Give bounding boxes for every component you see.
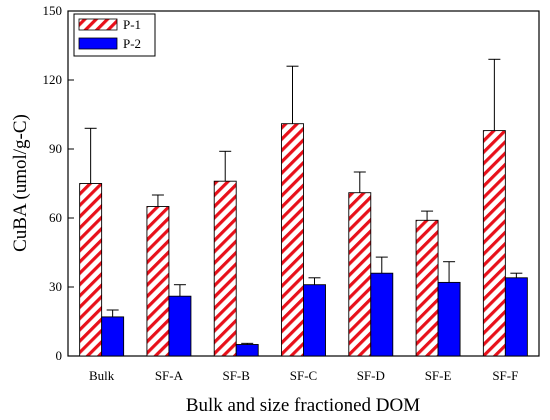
x-tick-label: SF-D (357, 368, 385, 383)
x-axis-label: Bulk and size fractioned DOM (186, 395, 420, 416)
bar-p-1-bulk (79, 183, 103, 357)
x-tick-label: SF-E (425, 368, 452, 383)
y-tick-label: 120 (43, 72, 63, 87)
bar-p-2-sf-f (504, 277, 528, 357)
bar-p-2-bulk (101, 316, 125, 357)
bar-p-2-sf-c (303, 284, 326, 357)
x-axis: Bulk SF-A SF-B SF-C SF-D SF-E SF-F (89, 368, 518, 383)
x-tick-label: SF-A (155, 368, 184, 383)
bar-p-2-sf-a (168, 295, 192, 357)
y-tick-label: 150 (43, 3, 63, 18)
y-tick-label: 0 (56, 348, 63, 363)
x-tick-label: Bulk (89, 368, 115, 383)
bar-p-1-sf-a (146, 206, 170, 357)
bar-p-2-sf-b (235, 344, 259, 357)
y-tick-label: 90 (49, 141, 62, 156)
y-tick-label: 30 (49, 279, 62, 294)
legend-label-p2: P-2 (123, 36, 141, 51)
bars-layer (79, 123, 528, 357)
legend-label-p1: P-1 (123, 17, 141, 32)
x-tick-label: SF-C (290, 368, 317, 383)
x-tick-label: SF-B (222, 368, 250, 383)
bar-p-1-sf-f (482, 130, 506, 357)
y-axis: 0 30 60 90 120 150 (43, 3, 74, 363)
bar-p-1-sf-d (348, 192, 372, 357)
error-bars-layer (84, 58, 523, 345)
bar-p-1-sf-c (281, 123, 304, 357)
bar-p-1-sf-b (213, 180, 237, 357)
legend-swatch-p1 (78, 18, 118, 31)
bar-p-2-sf-e (437, 281, 461, 357)
legend: P-1 P-2 (73, 13, 156, 57)
x-tick-label: SF-F (492, 368, 518, 383)
y-tick-label: 60 (49, 210, 62, 225)
bar-p-1-sf-e (415, 219, 439, 357)
bar-p-2-sf-d (370, 272, 394, 357)
legend-swatch-p2 (78, 37, 118, 50)
y-axis-label: CuBA (umol/g-C) (10, 114, 31, 252)
